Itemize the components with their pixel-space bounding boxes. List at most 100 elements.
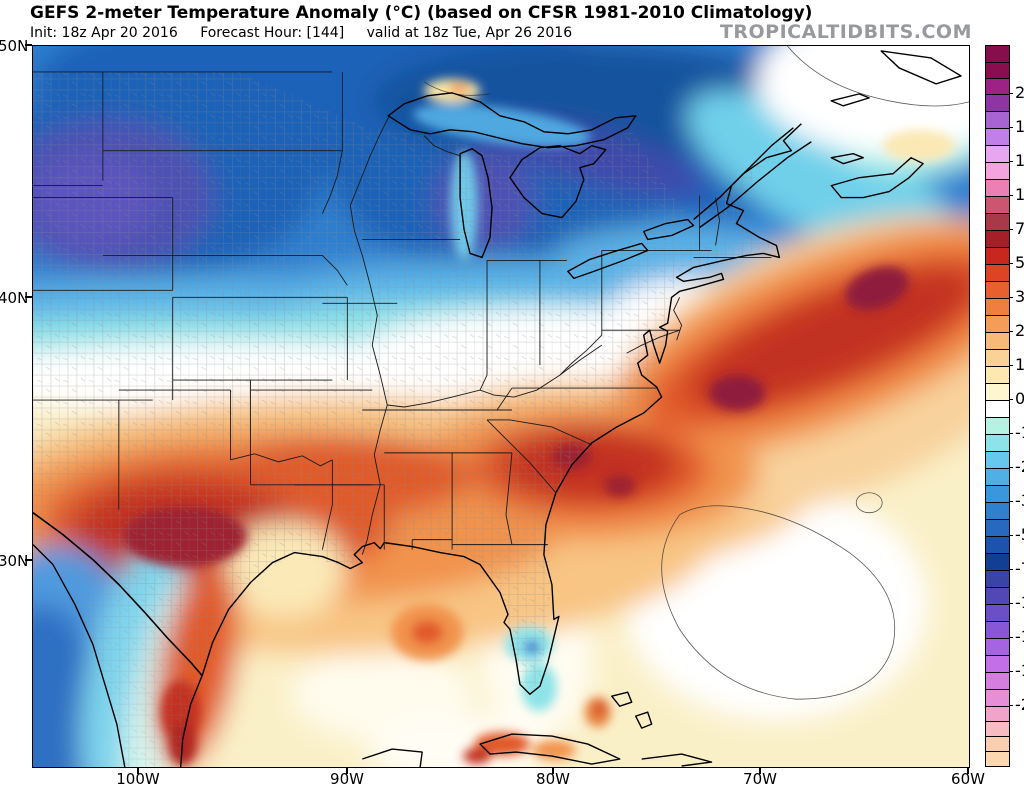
colorbar-segment xyxy=(986,78,1009,94)
colorbar-segment xyxy=(986,332,1009,349)
colorbar-segment xyxy=(986,111,1009,128)
colorbar-segment xyxy=(986,672,1009,689)
colorbar-tick xyxy=(1009,671,1013,672)
colorbar-label: -7 xyxy=(1015,559,1024,578)
colorbar-label: -1 xyxy=(1015,423,1024,442)
lat-label: 30N xyxy=(0,552,29,570)
lat-label: 40N xyxy=(0,289,29,307)
lon-label: 100W xyxy=(116,770,160,786)
colorbar-segment xyxy=(986,179,1009,196)
colorbar-label: -2 xyxy=(1015,457,1024,476)
colorbar-segment xyxy=(986,349,1009,366)
colorbar-segment xyxy=(986,247,1009,264)
map-canvas xyxy=(33,46,969,767)
colorbar-segment xyxy=(986,536,1009,553)
colorbar-label: -24 xyxy=(1015,695,1024,714)
colorbar-segment xyxy=(986,46,1009,62)
colorbar-label: 24 xyxy=(1015,83,1024,102)
colorbar-label: 0 xyxy=(1015,389,1024,408)
colorbar-segment xyxy=(986,706,1009,721)
colorbar-segment xyxy=(986,366,1009,383)
colorbar-tick xyxy=(1009,365,1013,366)
lat-label: 50N xyxy=(0,37,29,55)
colorbar-tick xyxy=(1009,535,1013,536)
colorbar-segment xyxy=(986,434,1009,451)
lon-tick xyxy=(137,768,139,774)
colorbar-segment xyxy=(986,587,1009,604)
colorbar-label: -14 xyxy=(1015,627,1024,646)
colorbar-segment xyxy=(986,553,1009,570)
colorbar-label: 7 xyxy=(1015,219,1024,238)
lon-label: 60W xyxy=(951,770,985,786)
colorbar-segment xyxy=(986,128,1009,145)
colorbar-tick xyxy=(1009,637,1013,638)
lon-tick xyxy=(346,768,348,774)
colorbar-tick xyxy=(1009,93,1013,94)
colorbar-tick xyxy=(1009,501,1013,502)
colorbar-label: -5 xyxy=(1015,525,1024,544)
colorbar-tick xyxy=(1009,331,1013,332)
colorbar-segment xyxy=(986,230,1009,247)
lon-label: 70W xyxy=(743,770,777,786)
state-borders xyxy=(33,71,772,555)
coastline xyxy=(33,50,962,767)
colorbar-tick xyxy=(1009,433,1013,434)
colorbar-segments xyxy=(986,46,1009,766)
site-watermark: TROPICALTIDBITS.COM xyxy=(719,21,972,43)
lat-tick xyxy=(25,296,32,298)
colorbar-segment xyxy=(986,621,1009,638)
colorbar-tick xyxy=(1009,195,1013,196)
colorbar-segment xyxy=(986,604,1009,621)
colorbar-segment xyxy=(986,145,1009,162)
colorbar-segment xyxy=(986,162,1009,179)
colorbar-label: 18 xyxy=(1015,117,1024,136)
colorbar-segment xyxy=(986,281,1009,298)
colorbar-tick xyxy=(1009,127,1013,128)
colorbar-segment xyxy=(986,655,1009,672)
colorbar-tick xyxy=(1009,467,1013,468)
forecast-hour: Forecast Hour: [144] xyxy=(200,25,345,41)
colorbar-segment xyxy=(986,519,1009,536)
colorbar-segment xyxy=(986,400,1009,417)
lon-label: 80W xyxy=(536,770,570,786)
colorbar-label: 2 xyxy=(1015,321,1024,340)
colorbar-tick xyxy=(1009,569,1013,570)
colorbar-segment xyxy=(986,264,1009,281)
colorbar-segment xyxy=(986,485,1009,502)
colorbar-tick xyxy=(1009,263,1013,264)
colorbar-segment xyxy=(986,570,1009,587)
colorbar-segment xyxy=(986,417,1009,434)
colorbar-segment xyxy=(986,468,1009,485)
colorbar-tick xyxy=(1009,297,1013,298)
colorbar-label: 14 xyxy=(1015,151,1024,170)
county-texture xyxy=(33,71,802,767)
colorbar-label: -10 xyxy=(1015,593,1024,612)
colorbar-label: -3 xyxy=(1015,491,1024,510)
anomaly-map xyxy=(32,45,970,768)
colorbar-tick xyxy=(1009,603,1013,604)
colorbar-segment xyxy=(986,94,1009,111)
colorbar-segment xyxy=(986,62,1009,78)
colorbar-segment xyxy=(986,213,1009,230)
lat-tick xyxy=(25,559,32,561)
lon-tick xyxy=(552,768,554,774)
init-time: Init: 18z Apr 20 2016 xyxy=(30,25,178,41)
colorbar-label: 3 xyxy=(1015,287,1024,306)
colorbar-segment xyxy=(986,502,1009,519)
colorbar-label: 1 xyxy=(1015,355,1024,374)
colorbar xyxy=(985,45,1010,767)
colorbar-segment xyxy=(986,451,1009,468)
colorbar-segment xyxy=(986,751,1009,766)
valid-time: valid at 18z Tue, Apr 26 2016 xyxy=(366,25,573,41)
colorbar-label: 10 xyxy=(1015,185,1024,204)
lon-tick xyxy=(759,768,761,774)
colorbar-segment xyxy=(986,315,1009,332)
lon-label: 90W xyxy=(330,770,364,786)
colorbar-segment xyxy=(986,638,1009,655)
lat-tick xyxy=(25,44,32,46)
page-title: GEFS 2-meter Temperature Anomaly (°C) (b… xyxy=(30,3,813,23)
colorbar-segment xyxy=(986,689,1009,706)
colorbar-tick xyxy=(1009,399,1013,400)
forecast-subtitle: Init: 18z Apr 20 2016 Forecast Hour: [14… xyxy=(30,25,590,41)
